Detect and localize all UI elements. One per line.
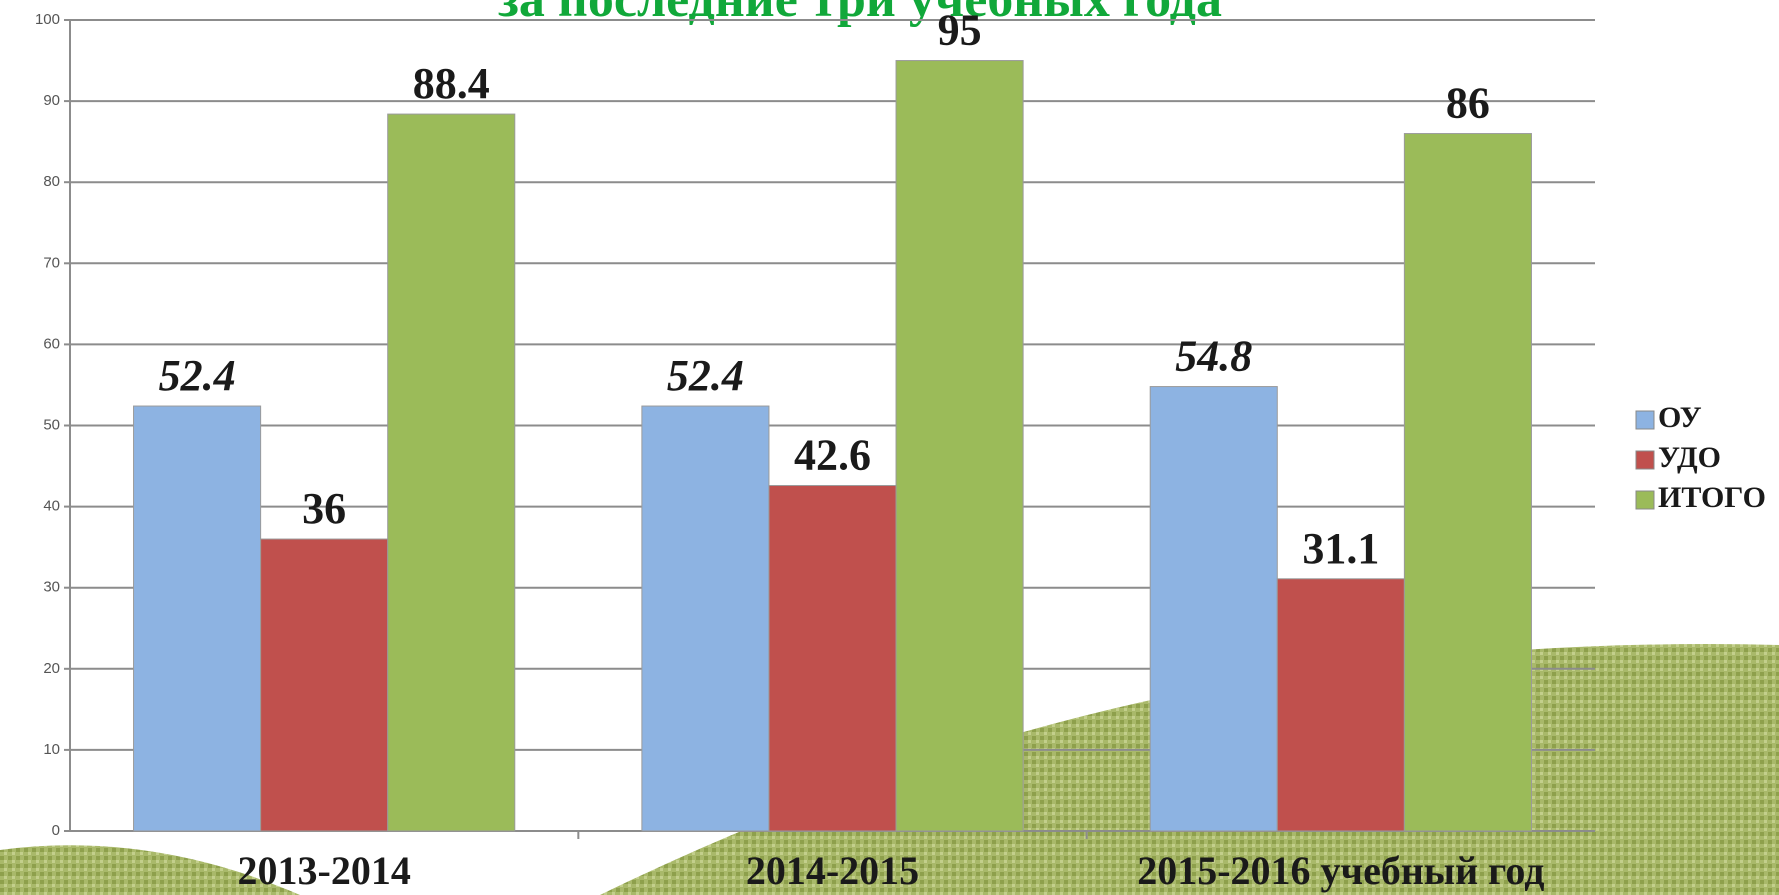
data-label: 86 <box>1446 79 1490 128</box>
y-tick-label: 90 <box>43 92 60 109</box>
legend-swatch <box>1635 410 1655 430</box>
y-tick-label: 20 <box>43 660 60 677</box>
y-tick-label: 0 <box>52 822 60 839</box>
bar <box>1149 386 1278 832</box>
chart-title: за последние три учебных года <box>498 0 1222 28</box>
bar <box>133 405 262 832</box>
data-label: 54.8 <box>1175 332 1252 381</box>
x-tick-label: 2015-2016 учебный год <box>1137 848 1544 893</box>
bar <box>387 113 516 832</box>
x-tick-label: 2014-2015 <box>746 848 919 893</box>
data-label: 42.6 <box>794 431 871 480</box>
bar <box>768 485 897 832</box>
bar <box>260 538 389 832</box>
bar <box>1276 578 1405 832</box>
bar <box>895 60 1024 832</box>
x-tick-label: 2013-2014 <box>238 848 411 893</box>
data-label: 52.4 <box>159 351 236 400</box>
background-texture <box>0 845 300 895</box>
data-label: 88.4 <box>413 59 490 108</box>
y-tick-label: 10 <box>43 741 60 758</box>
legend-swatch <box>1635 490 1655 510</box>
bar <box>641 405 770 832</box>
y-tick-label: 70 <box>43 254 60 271</box>
legend-swatch <box>1635 450 1655 470</box>
legend-label: УДО <box>1658 441 1721 474</box>
y-tick-label: 80 <box>43 173 60 190</box>
legend-label: ИТОГО <box>1658 481 1766 514</box>
y-tick-label: 50 <box>43 416 60 433</box>
data-label: 95 <box>938 6 982 55</box>
bar <box>1403 133 1532 832</box>
y-tick-label: 30 <box>43 579 60 596</box>
y-tick-label: 60 <box>43 335 60 352</box>
data-label: 36 <box>302 484 346 533</box>
data-label: 52.4 <box>667 351 744 400</box>
y-tick-label: 100 <box>35 11 60 28</box>
y-tick-label: 40 <box>43 498 60 515</box>
legend-label: ОУ <box>1658 401 1702 434</box>
data-label: 31.1 <box>1302 524 1379 573</box>
